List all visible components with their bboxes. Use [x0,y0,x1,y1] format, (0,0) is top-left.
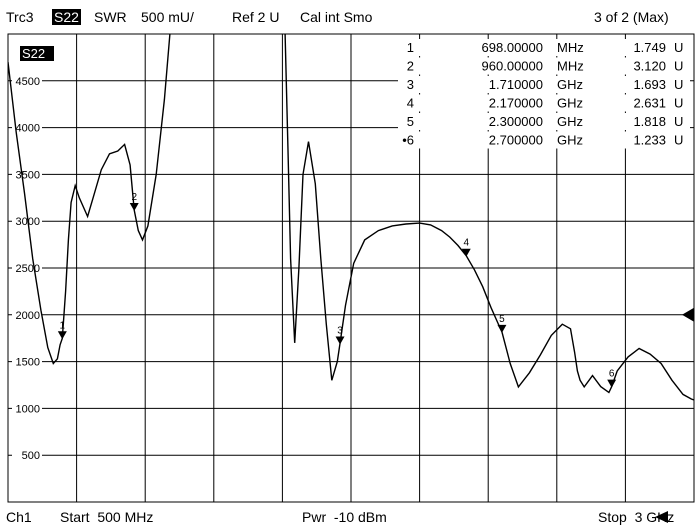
trace-badge: S22 [22,46,45,61]
marker-row-frequency: 2.300000 [489,114,543,129]
marker-row-value-unit: U [674,40,683,55]
marker-row-unit: MHz [557,40,584,55]
scale-label[interactable]: 500 mU/ [141,9,194,25]
marker-row-number: 5 [407,114,414,129]
reference-level-arrow [682,307,694,322]
marker-row-frequency: 698.00000 [482,40,543,55]
marker-row-value-unit: U [674,59,683,74]
marker-row-bg [398,76,690,93]
status-footer: Ch1 Start 500 MHz Pwr -10 dBm Stop 3 GHz [0,506,700,530]
marker-row-bg [398,131,690,149]
marker-4-triangle[interactable] [461,248,471,257]
marker-4-label: 4 [463,238,469,249]
marker-row-bg [398,39,690,56]
marker-row-value: 2.631 [633,96,666,111]
marker-row-unit: GHz [557,114,583,129]
marker-3-triangle[interactable] [335,336,345,345]
marker-set: 1 2 3 4 5 6 [57,192,617,388]
reference-label[interactable]: Ref 2 U [232,9,280,25]
marker-row-unit: GHz [557,77,583,92]
channel-label[interactable]: Ch1 [6,509,32,525]
status-header: Trc3 S22 SWR 500 mU/ Ref 2 U Cal int Smo… [0,0,700,34]
y-tick-label: 4000 [16,123,40,135]
marker-row-value: 1.693 [633,77,666,92]
y-tick-bg [12,213,42,229]
marker-row-frequency: 2.170000 [489,96,543,111]
y-tick-label: 4500 [16,76,40,88]
marker-row-number: 2 [407,59,414,74]
marker-row-value: 1.818 [633,114,666,129]
marker-row-value: 3.120 [633,59,666,74]
marker-row-frequency: 2.700000 [489,133,543,148]
y-tick-bg [12,72,42,88]
stop-arrow-icon [655,511,668,523]
y-tick-label: 500 [22,450,40,462]
trace-line [8,34,694,401]
marker-row-value-unit: U [674,133,683,148]
marker-3-label: 3 [337,326,343,337]
y-tick-bg [12,166,42,182]
marker-row-value: 1.749 [633,40,666,55]
marker-row-bg [398,57,690,75]
marker-5-label: 5 [499,314,505,325]
y-tick-label: 1000 [16,403,40,415]
start-frequency[interactable]: Start 500 MHz [60,509,154,525]
marker-row-number: 3 [407,77,414,92]
marker-row-number: 1 [407,40,414,55]
y-tick-bg [12,400,42,416]
marker-row-frequency: 960.00000 [482,59,543,74]
marker-5-triangle[interactable] [497,324,507,333]
y-tick-bg [12,306,42,322]
marker-2-triangle[interactable] [129,202,139,211]
y-tick-label: 1500 [16,357,40,369]
marker-row-unit: GHz [557,133,583,148]
calibration-label: Cal int Smo [300,9,373,25]
marker-1-label: 1 [60,320,66,331]
marker-table: 1 698.00000 MHz 1.749 U 2 960.00000 MHz 3.120 U 3 1… [398,39,690,149]
marker-row-value: 1.233 [633,133,666,148]
marker-1-triangle[interactable] [57,331,67,340]
marker-row-bg [398,113,690,130]
trace-label[interactable]: Trc3 [6,9,34,25]
parameter-badge[interactable]: S22 [52,9,81,25]
y-tick-bg [12,447,42,463]
marker-row-value-unit: U [674,96,683,111]
marker-row-unit: MHz [557,59,584,74]
y-tick-bg [12,353,42,369]
marker-row-value-unit: U [674,114,683,129]
marker-6-label: 6 [609,369,615,380]
marker-row-number: •6 [402,133,414,148]
marker-row-value-unit: U [674,77,683,92]
marker-row-number: 4 [407,96,414,111]
trace-badge-bg [20,46,54,61]
y-tick-label: 3500 [16,169,40,181]
y-tick-bg [12,119,42,135]
page-indicator: 3 of 2 (Max) [594,9,669,25]
marker-row-bg [398,94,690,112]
marker-row-unit: GHz [557,96,583,111]
y-tick-label: 2500 [16,263,40,275]
marker-2-label: 2 [131,192,137,203]
marker-row-frequency: 1.710000 [489,77,543,92]
marker-6-triangle[interactable] [607,379,617,388]
format-label[interactable]: SWR [94,9,127,25]
y-tick-label: 2000 [16,310,40,322]
power-label[interactable]: Pwr -10 dBm [302,509,387,525]
